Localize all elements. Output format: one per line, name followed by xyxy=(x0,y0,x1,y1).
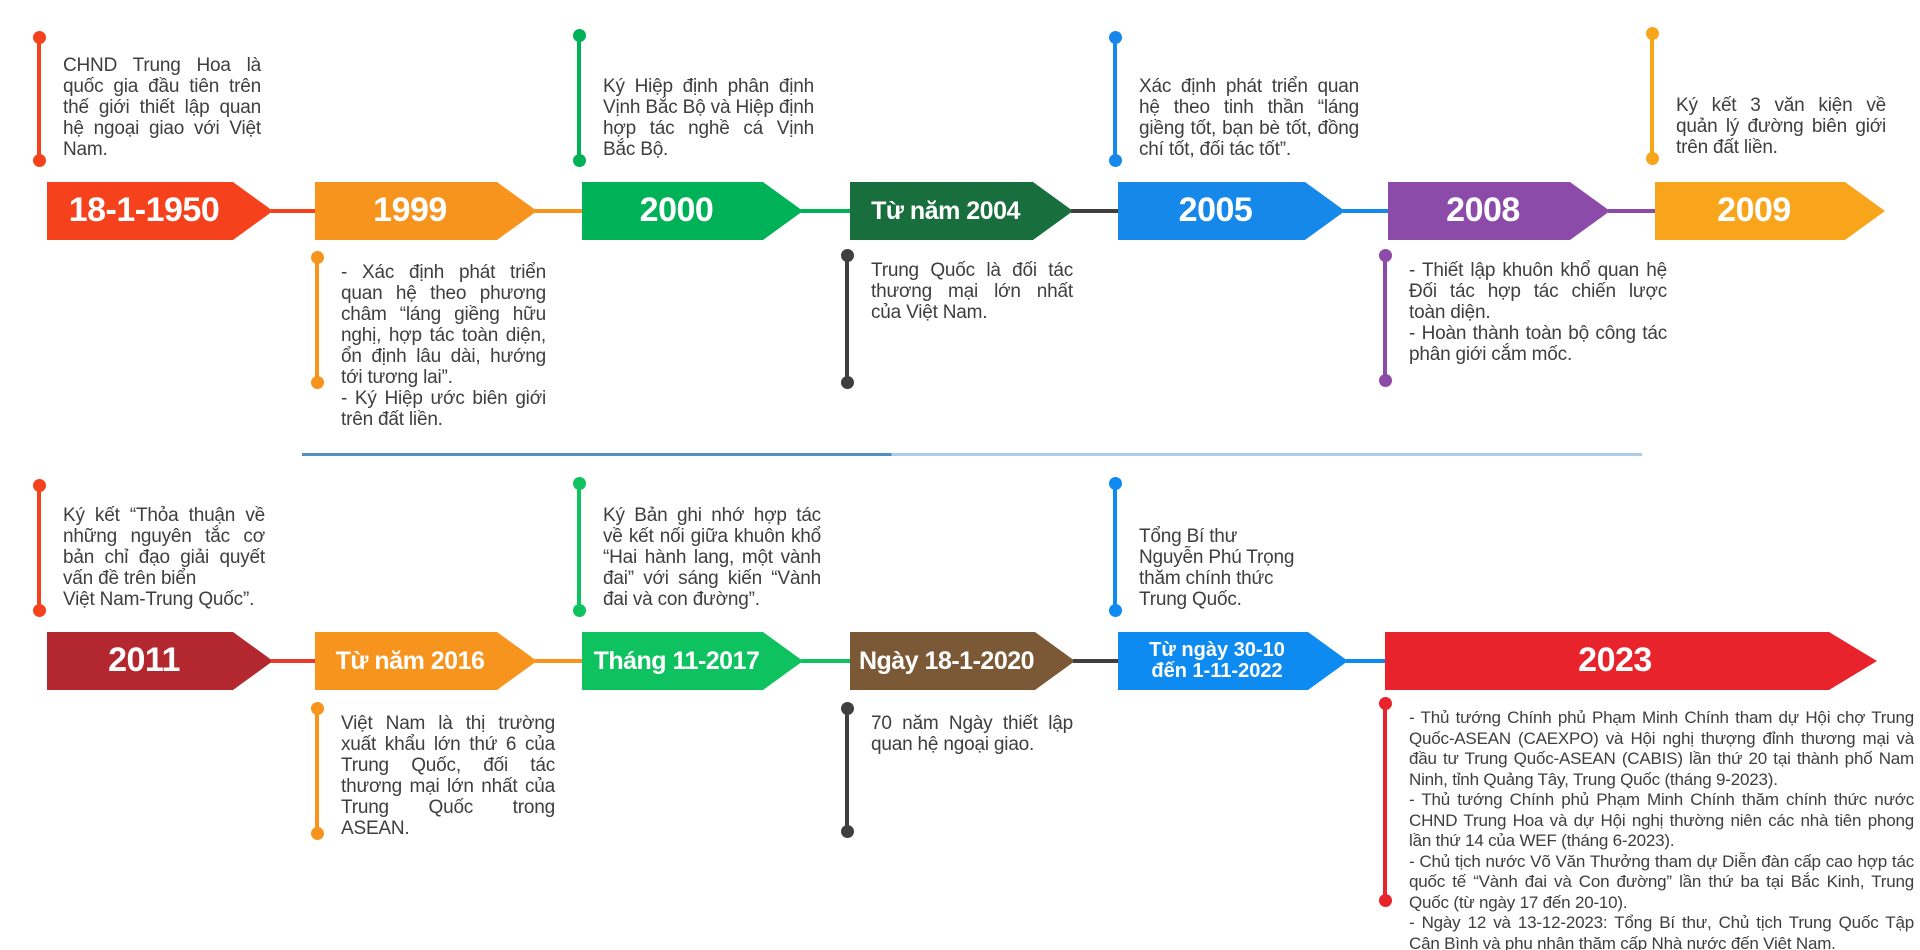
timeline-connector xyxy=(535,659,586,663)
divider xyxy=(302,453,1642,456)
note-text: Xác định phát triển quan hệ theo tinh th… xyxy=(1139,76,1359,160)
date-label: 2000 xyxy=(639,191,714,230)
note-line-icon xyxy=(32,31,46,167)
date-label: Từ năm 2004 xyxy=(871,196,1020,225)
timeline-connector xyxy=(1346,659,1389,663)
timeline-connector xyxy=(1073,659,1122,663)
note-text: Ký Bản ghi nhớ hợp tác về kết nối giữa k… xyxy=(603,505,821,610)
date-arrow-2017: Tháng 11-2017 xyxy=(582,632,803,690)
date-arrow-2004: Từ năm 2004 xyxy=(850,182,1073,240)
note-text: - Thủ tướng Chính phủ Phạm Minh Chính th… xyxy=(1409,708,1914,950)
date-label: 2011 xyxy=(108,641,180,680)
note-text: Trung Quốc là đối tác thương mại lớn nhấ… xyxy=(871,260,1073,323)
timeline-connector xyxy=(271,659,319,663)
note-text: Ký kết 3 văn kiện về quản lý đường biên … xyxy=(1676,95,1886,158)
date-label: Tháng 11-2017 xyxy=(593,646,760,675)
timeline-connector xyxy=(1343,209,1392,213)
note-text: CHND Trung Hoa là quốc gia đầu tiên trên… xyxy=(63,55,261,160)
date-arrow-2011: 2011 xyxy=(47,632,273,690)
note-line-icon xyxy=(1378,249,1392,387)
date-label: 1999 xyxy=(373,191,447,230)
note-text: Việt Nam là thị trường xuất khẩu lớn thứ… xyxy=(341,713,555,839)
date-label: Từ năm 2016 xyxy=(335,646,485,675)
timeline-connector xyxy=(1071,209,1122,213)
date-arrow-2009: 2009 xyxy=(1655,182,1885,240)
date-label: 2008 xyxy=(1446,191,1520,230)
date-arrow-2023: 2023 xyxy=(1385,632,1877,690)
note-text: 70 năm Ngày thiết lập quan hệ ngoại giao… xyxy=(871,713,1073,755)
note-line-icon xyxy=(1378,697,1392,907)
note-line-icon xyxy=(572,29,586,167)
note-text: Tổng Bí thư Nguyễn Phú Trọng thăm chính … xyxy=(1139,526,1295,610)
note-line-icon xyxy=(310,251,324,389)
date-arrow-2022: Từ ngày 30-10 đến 1-11-2022 xyxy=(1118,632,1348,690)
timeline-connector xyxy=(271,209,319,213)
date-arrow-1950: 18-1-1950 xyxy=(47,182,273,240)
date-arrow-2005: 2005 xyxy=(1118,182,1345,240)
note-line-icon xyxy=(1645,27,1659,165)
date-arrow-2008: 2008 xyxy=(1388,182,1610,240)
timeline-connector xyxy=(801,209,854,213)
note-line-icon xyxy=(1108,477,1122,617)
date-label: Ngày 18-1-2020 xyxy=(858,646,1035,675)
note-line-icon xyxy=(840,702,854,838)
date-label: 18-1-1950 xyxy=(68,191,220,230)
date-arrow-2000: 2000 xyxy=(582,182,803,240)
timeline-connector xyxy=(801,659,854,663)
note-text: - Thiết lập khuôn khổ quan hệ Đối tác hợ… xyxy=(1409,260,1667,365)
date-label: Từ ngày 30-10 đến 1-11-2022 xyxy=(1149,639,1285,682)
date-label: 2005 xyxy=(1178,191,1253,230)
note-line-icon xyxy=(32,479,46,617)
note-line-icon xyxy=(572,477,586,617)
date-arrow-1999: 1999 xyxy=(315,182,537,240)
timeline-connector xyxy=(1608,209,1659,213)
note-text: - Xác định phát triển quan hệ theo phươn… xyxy=(341,262,546,430)
note-text: Ký Hiệp định phân định Vịnh Bắc Bộ và Hi… xyxy=(603,76,814,160)
note-text: Ký kết “Thỏa thuận về những nguyên tắc c… xyxy=(63,505,265,610)
timeline-connector xyxy=(535,209,586,213)
note-line-icon xyxy=(840,249,854,389)
date-arrow-2016: Từ năm 2016 xyxy=(315,632,537,690)
note-line-icon xyxy=(310,702,324,840)
note-line-icon xyxy=(1108,31,1122,167)
date-label: 2023 xyxy=(1578,641,1652,680)
date-arrow-2020: Ngày 18-1-2020 xyxy=(850,632,1075,690)
date-label: 2009 xyxy=(1717,191,1791,230)
